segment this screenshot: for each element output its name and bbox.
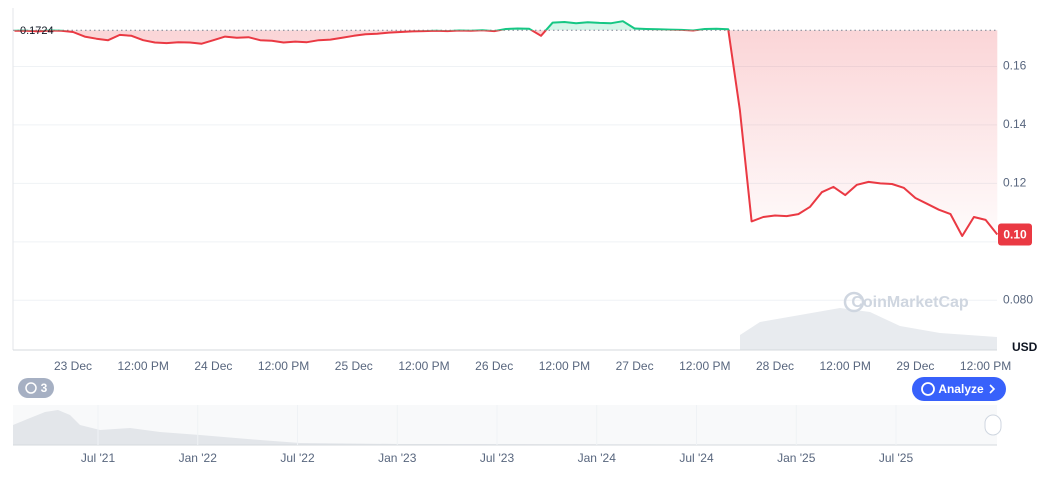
navigator-label: Jul '25 [879,451,914,465]
badge-text: 3 [41,381,48,395]
price-line-down [14,30,999,237]
last-price-box [998,223,1032,246]
navigator [13,405,1002,446]
x-tick-label: 26 Dec [475,359,513,373]
navigator-area [13,410,997,445]
navigator-label: Jul '24 [679,451,714,465]
x-tick-label: 12:00 PM [258,359,309,373]
navigator-label: Jan '24 [578,451,617,465]
x-tick-label: 24 Dec [194,359,232,373]
x-tick-label: 27 Dec [616,359,654,373]
navigator-label: Jan '22 [179,451,218,465]
x-tick-label: 12:00 PM [679,359,730,373]
navigator-handle[interactable] [984,414,1002,436]
x-tick-label: 12:00 PM [820,359,871,373]
unit-label: USD [1012,340,1038,354]
y-tick-label: 0.14 [1003,117,1027,131]
navigator-label: Jan '23 [378,451,417,465]
x-tick-label: 12:00 PM [118,359,169,373]
badge[interactable]: 3 [18,378,54,398]
analyze-icon [921,382,935,396]
price-line-up [14,20,730,31]
analyze-bg[interactable] [912,377,1006,401]
analyze-text: Analyze [938,382,984,396]
y-tick-label: 0.16 [1003,59,1027,73]
y-tick-label: 0.12 [1003,176,1027,190]
navigator-label: Jul '22 [280,451,315,465]
x-tick-label: 23 Dec [54,359,92,373]
x-tick-label: 12:00 PM [960,359,1011,373]
volume-area [740,308,997,350]
watermark-logo [843,291,865,313]
reference-label: 0.1724 [20,25,54,37]
area-down [14,30,998,236]
x-tick-label: 28 Dec [756,359,794,373]
analyze-button[interactable]: Analyze [912,377,1006,401]
plot [13,20,999,237]
analyze-chevron [989,384,996,394]
x-tick-label: 12:00 PM [398,359,449,373]
y-tick-label: 0.080 [1003,292,1033,306]
navigator-label: Jul '23 [480,451,515,465]
watermark: CoinMarketCap [851,294,969,311]
x-tick-label: 25 Dec [335,359,373,373]
x-tick-label: 12:00 PM [539,359,590,373]
x-tick-label: 29 Dec [896,359,934,373]
navigator-label: Jul '21 [81,451,116,465]
navigator-label: Jan '25 [777,451,816,465]
last-price-label: 0.10 [1003,228,1027,242]
area-up [482,21,729,31]
badge-icon [25,382,37,394]
